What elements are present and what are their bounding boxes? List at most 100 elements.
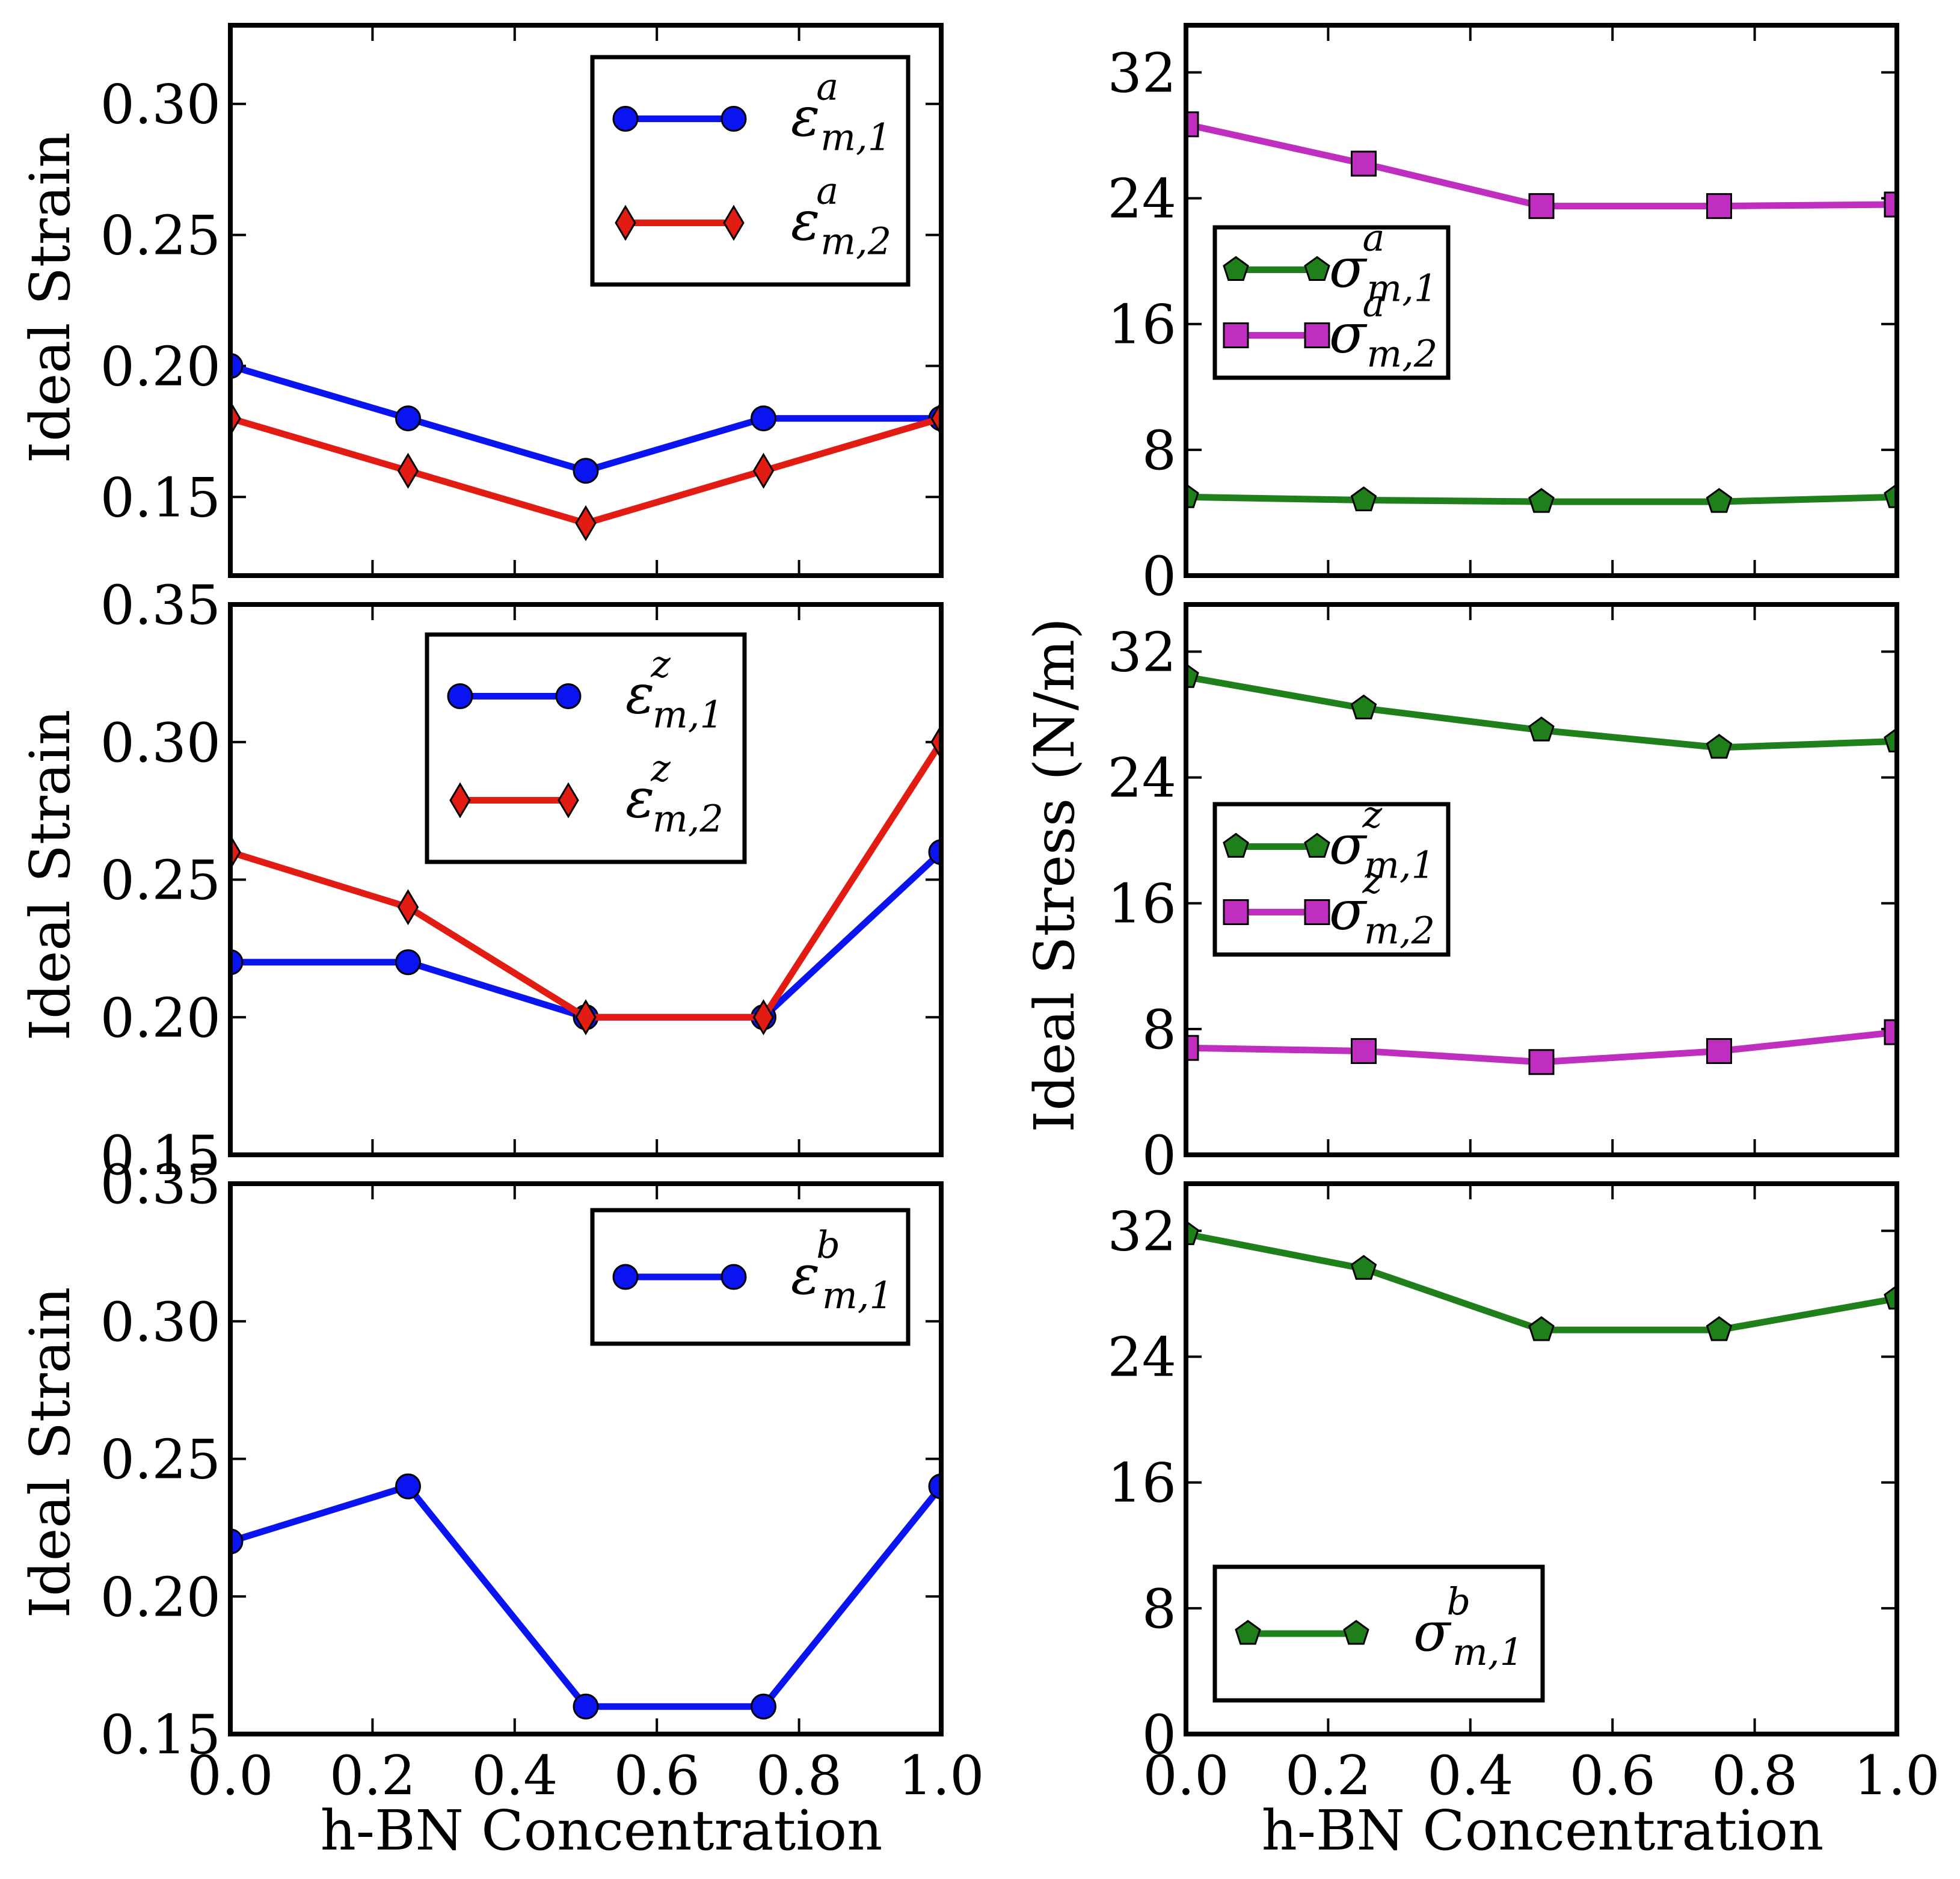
y-tick-label: 0.35 (100, 574, 221, 637)
data-point (1186, 663, 1199, 688)
y-tick-label: 0.35 (100, 1153, 221, 1216)
legend: εa m,1 εa m,2 (590, 55, 911, 287)
left-y-axis-title-middle: Ideal Strain (18, 710, 82, 1041)
data-point (395, 405, 421, 432)
y-tick-label: 24 (1107, 168, 1176, 231)
y-tick-label: 8 (1142, 998, 1176, 1062)
series-group (1186, 1220, 1897, 1341)
left-y-axis-title-bottom: Ideal Strain (18, 1287, 82, 1619)
series-group (230, 352, 941, 541)
legend-marker (449, 782, 471, 819)
series-group (230, 1473, 941, 1720)
legend-marker (720, 1264, 747, 1290)
legend-label: σa m,1 (1329, 216, 1437, 310)
data-point (751, 405, 776, 432)
legend-marker (1223, 256, 1249, 281)
y-tick-label: 8 (1142, 1578, 1176, 1641)
x-tick-label: 0.8 (756, 1744, 842, 1807)
legend-label: εa m,2 (791, 169, 891, 263)
data-point (1186, 483, 1199, 508)
y-tick-label: 0 (1142, 545, 1176, 608)
legend-marker (1304, 322, 1330, 348)
y-tick-label: 0.20 (100, 986, 221, 1050)
axes-frame (1184, 602, 1899, 1157)
data-point (575, 505, 597, 541)
y-tick-label: 16 (1107, 873, 1176, 936)
y-tick-label: 8 (1142, 419, 1176, 482)
y-tick-label: 0.15 (100, 1124, 221, 1187)
data-point (1884, 1019, 1897, 1045)
axes-frame (1184, 1181, 1899, 1736)
data-point (1528, 716, 1555, 742)
legend: εb m,1 (590, 1208, 911, 1346)
y-tick-label: 0 (1142, 1703, 1176, 1767)
x-axis-title-right: h-BN Concentration (1262, 1798, 1824, 1863)
data-point (1706, 1316, 1733, 1341)
legend: σa m,1σa m,2 (1212, 216, 1451, 380)
x-tick-label: 1.0 (898, 1744, 984, 1807)
legend-marker (1304, 832, 1330, 858)
data-point (1706, 1038, 1732, 1064)
panel-strain-a: 0.15 0.20 0.25 0.30 εa m,1 εa m,2 (100, 23, 944, 578)
data-point (230, 949, 244, 976)
y-tick-label: 24 (1107, 1326, 1176, 1389)
data-point (1884, 727, 1897, 752)
y-tick-label: 0.20 (100, 335, 221, 398)
legend-marker (1343, 1620, 1369, 1645)
data-point (1350, 486, 1377, 511)
panel-stress-z: 0 8 16 24 32 σz m,1σz m,2 (1107, 602, 1899, 1187)
legend-marker (1235, 1620, 1261, 1645)
legend-marker (1223, 322, 1249, 348)
data-point (397, 452, 419, 489)
data-point (752, 999, 775, 1036)
x-tick-label: 0.8 (1712, 1744, 1798, 1807)
data-point (752, 452, 775, 489)
legend-label: εz m,1 (625, 642, 723, 737)
y-tick-label: 32 (1107, 621, 1176, 684)
data-point (395, 1473, 421, 1499)
legend-label: σz m,1 (1329, 793, 1435, 887)
data-point (573, 1693, 599, 1720)
data-point (1884, 483, 1897, 508)
data-point (1351, 150, 1377, 177)
legend-box (425, 632, 747, 864)
legend: εz m,1εz m,2 (425, 632, 747, 864)
data-point (1351, 1038, 1377, 1064)
x-tick-label: 0.4 (1427, 1744, 1513, 1807)
data-point (1706, 193, 1732, 220)
y-tick-label: 0.30 (100, 712, 221, 775)
legend-marker (447, 683, 473, 709)
panel-strain-b: 0.0 0.2 0.4 0.6 0.8 1.0 0.15 0.20 0.25 0.30 0.35 εb… (100, 1153, 985, 1807)
data-point (1528, 1316, 1555, 1341)
y-tick-label: 16 (1107, 294, 1176, 357)
data-point (573, 458, 599, 484)
data-point (1884, 191, 1897, 218)
panel-stress-a: 0 8 16 24 32 σa m,1σa m,2 (1107, 23, 1899, 608)
axes-frame (228, 1181, 944, 1736)
y-tick-label: 16 (1107, 1452, 1176, 1515)
legend-label: σz m,2 (1329, 858, 1435, 953)
y-tick-label: 32 (1107, 1200, 1176, 1263)
legend-marker (1223, 899, 1249, 925)
axes-frame (1184, 23, 1899, 578)
data-point (1884, 1284, 1897, 1310)
data-point (928, 1473, 941, 1499)
y-tick-label: 0.25 (100, 205, 221, 268)
data-point (928, 839, 941, 866)
legend-label: σa m,2 (1329, 281, 1437, 376)
legend-label: σb m,1 (1413, 1579, 1523, 1674)
legend-marker (615, 205, 636, 241)
legend-label: εa m,1 (791, 65, 891, 159)
legend-marker (612, 106, 639, 132)
legend-marker (558, 782, 579, 819)
data-point (1186, 111, 1199, 138)
series-group (1186, 111, 1897, 513)
panel-stress-b: 0.0 0.2 0.4 0.6 0.8 1.0 0 8 16 24 32 σb m,1 (1107, 1181, 1940, 1807)
data-point (395, 949, 421, 976)
x-tick-label: 0.0 (187, 1744, 273, 1807)
legend: σz m,1σz m,2 (1212, 793, 1451, 957)
left-y-axis-title: Ideal Strain (18, 132, 82, 464)
legend-marker (555, 683, 582, 709)
data-point (751, 1693, 776, 1720)
x-tick-label: 0.6 (614, 1744, 700, 1807)
